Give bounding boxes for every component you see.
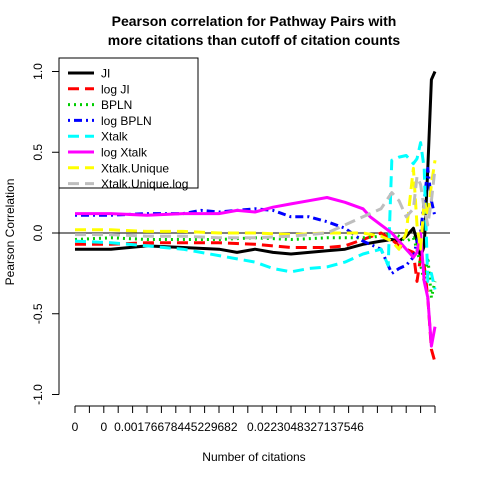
x-tick-label: 0	[72, 420, 79, 434]
x-axis-label: Number of citations	[202, 450, 305, 464]
series-layer	[74, 70, 437, 363]
legend-label: log JI	[101, 82, 130, 96]
legend-label: log BPLN	[101, 114, 152, 128]
legend-label: Xtalk.Unique.log	[101, 177, 188, 191]
series-line	[75, 231, 437, 363]
legend-label: Xtalk.Unique	[101, 161, 169, 175]
series-line	[75, 166, 437, 275]
legend-label: Xtalk	[101, 130, 129, 144]
series-line	[74, 141, 437, 290]
y-tick-label: -1.0	[31, 384, 45, 405]
legend-label: log Xtalk	[101, 146, 148, 160]
y-tick-label: 0.0	[31, 224, 45, 241]
chart-title-line-1: Pearson correlation for Pathway Pairs wi…	[112, 13, 397, 29]
legend-label: BPLN	[101, 98, 132, 112]
y-axis-label: Pearson Correlation	[3, 179, 17, 286]
x-tick-label: 0.0223048327137546	[247, 420, 364, 434]
axes-layer: 1.0 0.5 0.0 -0.5 -1.0 0 0 0.00176678445229682 0.…	[31, 63, 436, 434]
chart-title-line-2: more citations than cutoff of citation c…	[108, 32, 401, 48]
legend-box	[58, 57, 199, 189]
legend-label: JI	[101, 67, 110, 81]
series-line	[75, 196, 437, 348]
x-tick-label: 0.00176678445229682	[114, 420, 238, 434]
y-tick-label: 1.0	[31, 63, 45, 80]
y-tick-label: -0.5	[31, 303, 45, 324]
series-line	[75, 168, 437, 240]
x-tick-label: 0	[100, 420, 107, 434]
y-tick-label: 0.5	[31, 144, 45, 161]
